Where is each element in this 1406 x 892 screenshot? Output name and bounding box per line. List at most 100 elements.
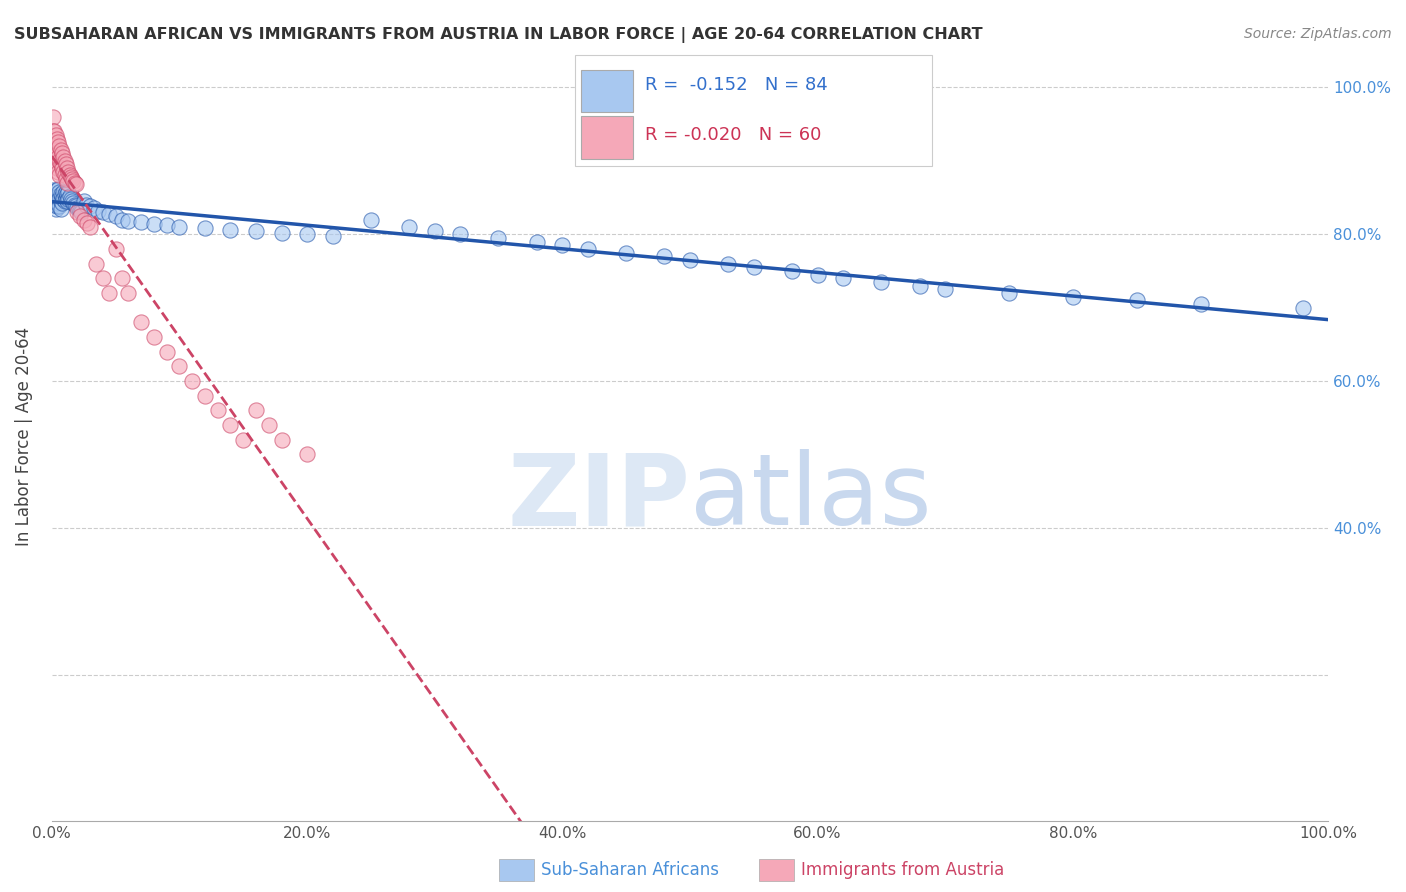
Text: SUBSAHARAN AFRICAN VS IMMIGRANTS FROM AUSTRIA IN LABOR FORCE | AGE 20-64 CORRELA: SUBSAHARAN AFRICAN VS IMMIGRANTS FROM AU… [14, 27, 983, 43]
Y-axis label: In Labor Force | Age 20-64: In Labor Force | Age 20-64 [15, 326, 32, 546]
Point [76, 216, 98, 230]
Point [49, 143, 72, 157]
Point [322, 228, 344, 243]
Point [49, 202, 72, 216]
Point [49, 186, 72, 201]
Point [51, 161, 73, 175]
Point [46, 189, 69, 203]
Point [45, 157, 67, 171]
Point [551, 238, 574, 252]
Point [142, 217, 165, 231]
Point [55, 192, 77, 206]
Point [73, 194, 96, 209]
Point [934, 282, 956, 296]
Point [53, 186, 76, 201]
Point [79, 219, 101, 234]
Point [45, 183, 67, 197]
Point [488, 231, 510, 245]
Point [117, 285, 139, 300]
Text: R =  -0.152   N = 84: R = -0.152 N = 84 [645, 77, 828, 95]
Point [45, 202, 67, 216]
Point [449, 227, 471, 242]
Point [806, 268, 828, 282]
Point [53, 169, 76, 183]
Point [156, 219, 179, 233]
Point [67, 202, 90, 217]
Point [75, 198, 97, 212]
Point [232, 433, 254, 447]
Point [55, 157, 77, 171]
Point [59, 169, 82, 184]
Point [66, 201, 89, 215]
Point [91, 271, 114, 285]
Point [1125, 293, 1147, 308]
Point [86, 256, 108, 270]
Text: atlas: atlas [690, 450, 932, 546]
Point [42, 124, 65, 138]
Point [52, 165, 75, 179]
Point [104, 242, 127, 256]
Point [908, 278, 931, 293]
Point [526, 235, 548, 249]
Point [194, 221, 217, 235]
Point [717, 256, 740, 270]
Point [44, 198, 66, 212]
Point [129, 215, 152, 229]
Point [55, 172, 77, 186]
Point [45, 186, 67, 201]
Point [56, 186, 79, 201]
Point [45, 146, 67, 161]
Point [58, 185, 80, 199]
Point [48, 192, 70, 206]
Point [98, 207, 121, 221]
Text: Immigrants from Austria: Immigrants from Austria [801, 861, 1005, 879]
Point [98, 285, 121, 300]
Point [48, 153, 70, 168]
Point [207, 403, 229, 417]
Point [48, 139, 70, 153]
Point [194, 389, 217, 403]
Point [44, 190, 66, 204]
Point [219, 418, 242, 433]
Point [56, 161, 79, 175]
Point [44, 139, 66, 153]
Point [45, 143, 67, 157]
Point [181, 374, 204, 388]
Text: Sub-Saharan Africans: Sub-Saharan Africans [541, 861, 720, 879]
Point [83, 201, 105, 215]
Point [1291, 301, 1313, 315]
Point [742, 260, 765, 275]
Point [79, 199, 101, 213]
Point [104, 209, 127, 223]
Point [45, 199, 67, 213]
Point [65, 178, 87, 192]
Point [219, 223, 242, 237]
Point [62, 196, 84, 211]
Point [1189, 297, 1212, 311]
Point [58, 192, 80, 206]
Point [59, 192, 82, 206]
Point [423, 223, 446, 237]
Point [49, 194, 72, 209]
Point [679, 252, 702, 267]
Point [46, 150, 69, 164]
Point [48, 185, 70, 199]
Point [65, 199, 87, 213]
Text: R = -0.020   N = 60: R = -0.020 N = 60 [645, 127, 821, 145]
Point [48, 169, 70, 183]
Point [51, 146, 73, 161]
Point [614, 245, 637, 260]
Point [832, 271, 855, 285]
Point [56, 194, 79, 209]
Point [52, 185, 75, 199]
Point [270, 226, 292, 240]
Point [86, 203, 108, 218]
FancyBboxPatch shape [575, 54, 932, 166]
Point [53, 194, 76, 209]
Point [44, 153, 66, 168]
Point [60, 172, 83, 186]
Point [156, 344, 179, 359]
Point [257, 418, 280, 433]
Point [45, 128, 67, 142]
Point [270, 433, 292, 447]
